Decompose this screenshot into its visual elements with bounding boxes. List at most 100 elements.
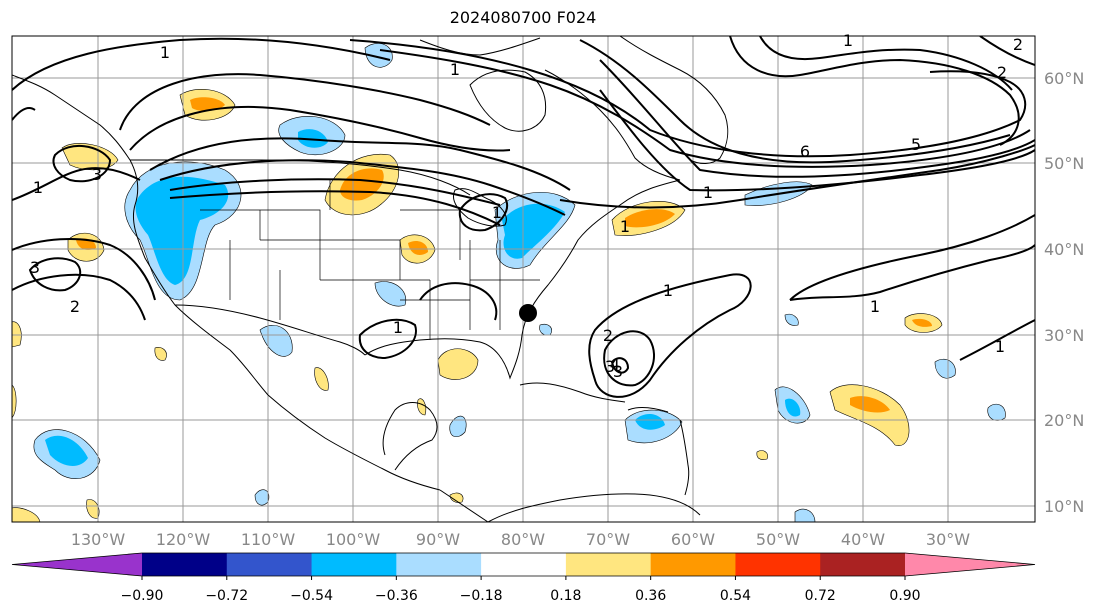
contour-north-band-4	[599, 59, 1035, 178]
colorbar-segment	[481, 553, 567, 576]
colorbar: −0.90 −0.72 −0.54 −0.36 −0.18 0.18 0.36 0.54 0.7…	[11, 552, 1036, 604]
contour-label: 1	[450, 60, 460, 79]
contour-label: 3	[92, 165, 102, 184]
contour-label: 1	[843, 31, 853, 50]
lon-label: 60°W	[671, 530, 715, 549]
contour-lines	[12, 36, 1035, 398]
contour-jet-1	[149, 137, 571, 191]
us-east-coast	[521, 179, 681, 336]
contour-label: 2	[1013, 35, 1023, 54]
colorbar-segment	[905, 553, 1035, 576]
pos-anomaly-gulf	[437, 348, 479, 380]
contour-southeast-1	[419, 282, 498, 321]
contour-north-band-2	[379, 49, 1031, 168]
contour-label: 1	[703, 183, 713, 202]
pos-anomaly-small-5	[449, 492, 464, 503]
lat-label: 40°N	[1044, 240, 1084, 259]
neg-anomaly-small-5	[784, 313, 799, 326]
contour-bc-loop	[52, 144, 112, 183]
contour-label: 1	[492, 203, 502, 222]
lon-label: 120°W	[156, 530, 211, 549]
pos-anomaly-west-edge-2	[12, 384, 17, 419]
colorbar-tick-label: 0.90	[889, 588, 920, 604]
colorbar-segment	[311, 553, 397, 576]
neg-anomaly-atlantic-1-core	[785, 398, 801, 417]
pos-anomaly-west-edge	[12, 321, 22, 348]
coastlines	[12, 36, 729, 522]
colorbar-segment	[12, 553, 142, 576]
contour-label: 1	[870, 297, 880, 316]
contour-label: 1	[33, 178, 43, 197]
pos-anomaly-atlantic-20	[829, 384, 910, 446]
contour-jet-4	[169, 190, 501, 226]
contour-north-band-5	[599, 89, 1035, 192]
contour-arctic-2	[119, 73, 491, 131]
contour-pacific-1	[12, 167, 141, 201]
gulf-coast	[364, 334, 523, 380]
contour-subtropical-high-1	[588, 273, 752, 398]
contour-label: 1	[620, 217, 630, 236]
contour-label: 5	[911, 135, 921, 154]
map-title: 2024080700 F024	[449, 8, 597, 27]
contour-atlantic-1	[789, 214, 1035, 301]
colorbar-segment	[565, 553, 652, 576]
state-lines-1	[200, 180, 461, 281]
contour-label-layer: 1 1 1 1 1 1 1 1 1 1 1 2 2 2 2 3 3 3 3 4 …	[30, 31, 1023, 381]
contour-label: 6	[800, 142, 810, 161]
contour-arctic-3	[129, 105, 511, 152]
contour-pacific-loop	[28, 257, 82, 292]
neg-anomaly-hudson	[364, 43, 393, 68]
lon-label: 100°W	[326, 530, 381, 549]
contour-jet-2	[159, 159, 566, 216]
alaska-coast	[12, 74, 131, 161]
pos-anomaly-midwest-core	[408, 241, 428, 255]
colorbar-tick-label: −0.18	[460, 588, 503, 604]
colorbar-tick-label: −0.36	[375, 588, 418, 604]
map-frame	[11, 35, 1036, 523]
neg-anomaly-caribbean-core	[635, 413, 665, 430]
contour-label: 2	[70, 297, 80, 316]
lon-label: 110°W	[241, 530, 296, 549]
neg-anomaly-hawaii-core	[45, 435, 88, 466]
contour-label: 3	[605, 357, 615, 376]
mexico-coast	[267, 394, 441, 491]
lat-label: 10°N	[1044, 497, 1084, 516]
contour-atlantic-1c	[959, 319, 1035, 361]
colorbar-segment	[396, 553, 482, 576]
us-mexico-border	[174, 304, 366, 356]
contour-label: 1	[995, 337, 1005, 356]
contour-north-band-1	[349, 39, 1027, 158]
contour-great-lakes	[458, 193, 508, 232]
colorbar-tick-label: −0.72	[205, 588, 248, 604]
pos-anomaly-small-4	[12, 507, 41, 522]
anomaly-shading	[12, 43, 1006, 522]
contour-label: 1	[160, 43, 170, 62]
contour-label: 3	[613, 362, 623, 381]
contour-label: 2	[997, 63, 1007, 82]
greenland	[619, 36, 729, 164]
contour-nw-loop	[729, 36, 1020, 146]
contour-subtropical-high-3	[610, 357, 630, 374]
neg-anomaly-small-4	[539, 323, 552, 336]
contour-jet-3	[169, 178, 501, 206]
neg-anomaly-northeast-core	[502, 203, 565, 259]
lon-label: 70°W	[586, 530, 630, 549]
lon-label: 90°W	[416, 530, 460, 549]
cuba	[519, 382, 626, 403]
contour-ne-corner	[979, 36, 1035, 66]
colorbar-segment	[142, 553, 228, 576]
contour-alaska-hook	[12, 107, 36, 121]
location-marker	[519, 304, 537, 322]
pos-anomaly-small-2	[417, 398, 427, 416]
south-america	[487, 493, 701, 522]
colorbar-tick-label: 0.72	[805, 588, 836, 604]
contour-pacific-2	[12, 238, 156, 301]
lat-label: 20°N	[1044, 411, 1084, 430]
contour-label: 1	[393, 318, 403, 337]
pos-anomaly-small-1	[154, 347, 167, 361]
latitude-labels: 60°N 50°N 40°N 30°N 20°N 10°N	[1044, 69, 1084, 516]
lon-label: 130°W	[71, 530, 126, 549]
lon-label: 30°W	[926, 530, 970, 549]
lesser-antilles	[679, 419, 690, 496]
